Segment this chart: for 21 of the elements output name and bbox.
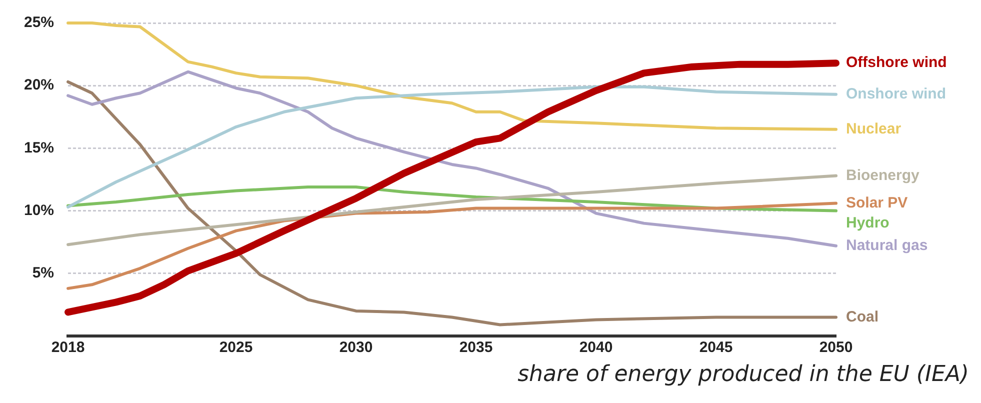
series-label: Nuclear xyxy=(846,120,902,138)
series-label: Onshore wind xyxy=(846,86,946,103)
series-label: Offshore wind xyxy=(846,54,947,72)
x-tick-label: 2025 xyxy=(219,339,253,356)
x-tick-label: 2040 xyxy=(579,339,613,356)
series-label: Solar PV xyxy=(846,194,908,212)
y-tick-label: 25% xyxy=(24,14,54,32)
x-tick-label: 2018 xyxy=(51,339,85,356)
y-tick-label: 15% xyxy=(24,139,54,156)
y-tick-label: 10% xyxy=(24,202,54,219)
x-tick-label: 2035 xyxy=(459,339,493,356)
x-tick-label: 2050 xyxy=(819,339,853,356)
x-tick-label: 2045 xyxy=(699,339,733,356)
text: share of energy produced in the EU (IEA) xyxy=(518,362,969,387)
series-label: Hydro xyxy=(846,214,890,232)
x-tick-label: 2030 xyxy=(339,339,373,356)
y-tick-label: 5% xyxy=(32,264,54,282)
series-label: Coal xyxy=(846,308,879,326)
series-label: Natural gas xyxy=(846,236,928,254)
series-label: Bioenergy xyxy=(846,166,920,184)
y-tick-label: 20% xyxy=(24,76,54,94)
